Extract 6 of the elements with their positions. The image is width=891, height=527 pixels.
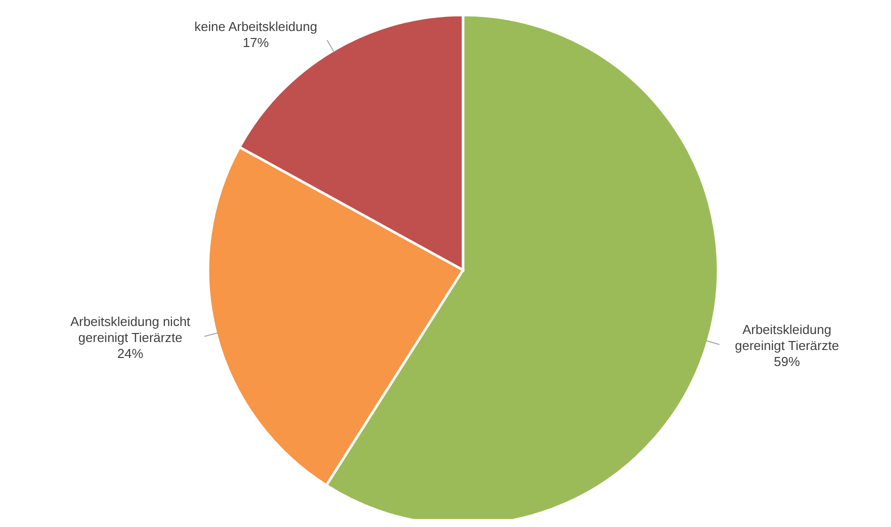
slice-label: keine Arbeitskleidung [194, 19, 318, 34]
data-label: 59% [774, 354, 800, 370]
data-label: 17% [242, 35, 270, 50]
slice-label: Arbeitskleidung nicht gereinigt Tierärzte [70, 314, 191, 345]
slice-label: Arbeitskleidung gereinigt Tierärzte [734, 322, 839, 354]
data-label: 24% [117, 346, 144, 361]
